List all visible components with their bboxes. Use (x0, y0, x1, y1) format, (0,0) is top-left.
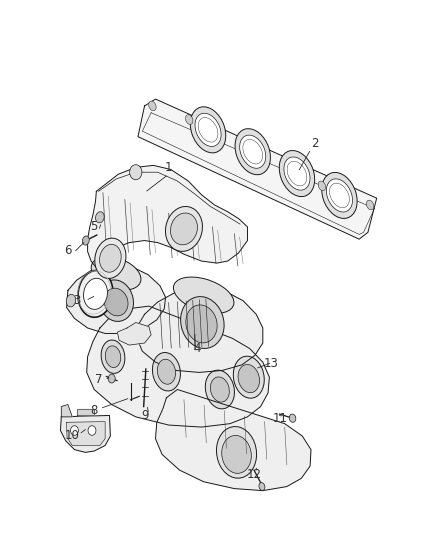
Ellipse shape (233, 356, 264, 398)
Text: 7: 7 (95, 373, 102, 386)
Ellipse shape (88, 426, 96, 435)
Ellipse shape (170, 213, 198, 245)
Ellipse shape (105, 346, 121, 368)
Polygon shape (137, 287, 263, 373)
Ellipse shape (191, 107, 226, 153)
Text: 6: 6 (64, 244, 72, 256)
Polygon shape (67, 422, 105, 446)
Text: 8: 8 (91, 403, 98, 416)
Ellipse shape (210, 377, 230, 402)
Text: 13: 13 (263, 357, 278, 370)
Ellipse shape (186, 305, 217, 343)
Ellipse shape (238, 365, 259, 393)
Polygon shape (88, 165, 247, 268)
Ellipse shape (173, 277, 234, 313)
Ellipse shape (130, 165, 142, 180)
Ellipse shape (99, 280, 134, 321)
Text: 5: 5 (91, 220, 98, 233)
Ellipse shape (71, 426, 78, 435)
Ellipse shape (180, 296, 224, 349)
Ellipse shape (108, 374, 115, 383)
Ellipse shape (101, 340, 125, 374)
Text: 9: 9 (141, 409, 148, 422)
Ellipse shape (290, 414, 296, 422)
Ellipse shape (326, 179, 353, 212)
Ellipse shape (152, 352, 180, 391)
Polygon shape (117, 322, 151, 345)
Ellipse shape (84, 278, 107, 309)
Ellipse shape (279, 150, 314, 197)
Ellipse shape (185, 115, 193, 124)
Ellipse shape (166, 206, 202, 252)
Ellipse shape (148, 101, 156, 111)
Ellipse shape (95, 238, 126, 278)
Text: 10: 10 (65, 430, 80, 442)
Ellipse shape (82, 236, 89, 245)
Polygon shape (77, 409, 94, 415)
Ellipse shape (78, 270, 113, 317)
Ellipse shape (195, 113, 221, 147)
Ellipse shape (91, 257, 141, 290)
Polygon shape (155, 390, 311, 491)
Polygon shape (61, 405, 72, 417)
Text: 11: 11 (273, 411, 288, 425)
Ellipse shape (366, 200, 374, 210)
Text: 3: 3 (73, 294, 80, 307)
Ellipse shape (95, 212, 104, 223)
Ellipse shape (235, 128, 270, 175)
Ellipse shape (240, 135, 266, 168)
Ellipse shape (99, 244, 121, 272)
Polygon shape (60, 415, 110, 453)
Ellipse shape (157, 359, 176, 384)
Ellipse shape (259, 483, 265, 490)
Polygon shape (87, 306, 269, 427)
Ellipse shape (216, 426, 257, 478)
Text: 4: 4 (193, 342, 201, 355)
Ellipse shape (322, 172, 357, 219)
Polygon shape (138, 99, 377, 239)
Text: 12: 12 (247, 469, 261, 481)
Text: 1: 1 (165, 161, 173, 174)
Text: 2: 2 (311, 137, 319, 150)
Ellipse shape (66, 294, 76, 307)
Ellipse shape (222, 435, 251, 473)
Ellipse shape (284, 157, 310, 190)
Ellipse shape (205, 370, 234, 409)
Polygon shape (67, 265, 166, 334)
Ellipse shape (104, 288, 128, 316)
Ellipse shape (318, 181, 326, 191)
